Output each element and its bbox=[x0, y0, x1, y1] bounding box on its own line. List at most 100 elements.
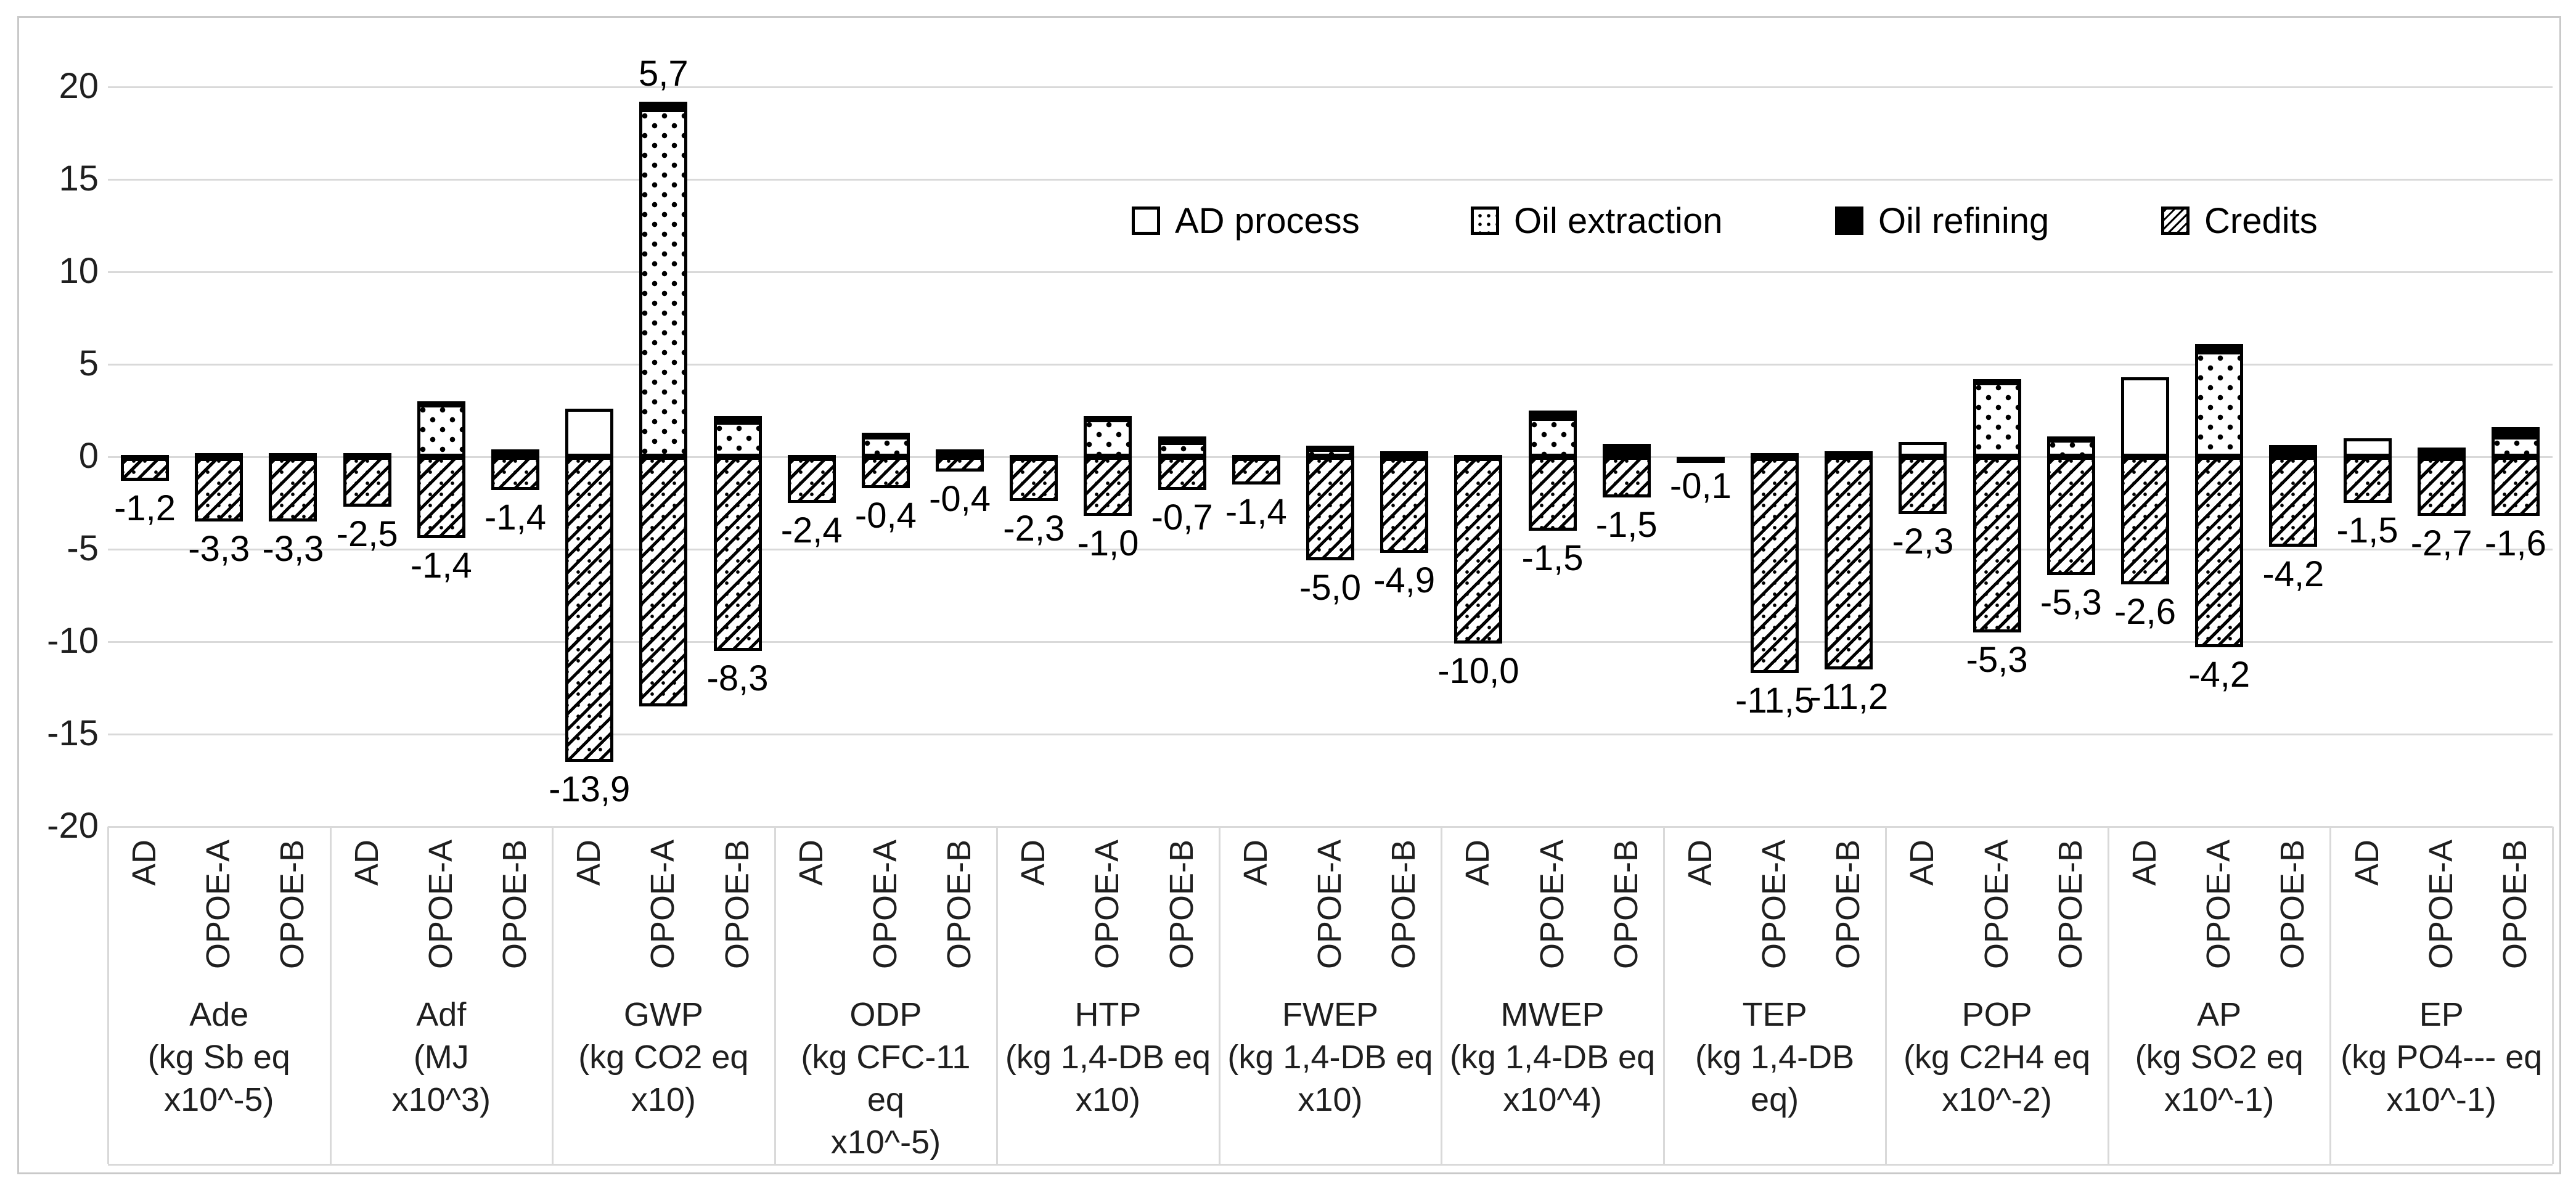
y-tick--20: -20 bbox=[47, 806, 99, 846]
bar-ep-opoe-a-segment-credits bbox=[2417, 457, 2466, 516]
category-divider bbox=[1218, 827, 1221, 1164]
x-label-fwep-ad: AD bbox=[1237, 840, 1274, 886]
category-line: (kg Sb eq bbox=[147, 1039, 290, 1076]
data-label-odp-opoe-b: -0,4 bbox=[929, 479, 991, 519]
x-label-ep-opoe-b: OPOE-B bbox=[2496, 840, 2533, 970]
category-adf: Adf (MJ x10^3) bbox=[334, 994, 549, 1121]
data-label-htp-opoe-a: -1,0 bbox=[1077, 523, 1139, 563]
bar-mwep-opoe-b-segment-credits bbox=[1602, 457, 1651, 497]
bar-ade-opoe-a-segment-credits bbox=[195, 457, 243, 521]
category-ap: AP (kg SO2 eq x10^-1) bbox=[2112, 994, 2327, 1121]
bar-htp-opoe-b-segment-oil-refining bbox=[1158, 436, 1206, 443]
data-label-tep-ad: -0,1 bbox=[1669, 466, 1732, 506]
category-divider bbox=[774, 827, 776, 1164]
category-divider bbox=[2552, 827, 2554, 1164]
category-line: x10^-1) bbox=[2164, 1081, 2275, 1118]
category-line: x10^3) bbox=[391, 1081, 491, 1118]
gridline--20 bbox=[108, 826, 2553, 828]
bar-fwep-opoe-b-segment-credits bbox=[1380, 457, 1429, 553]
x-label-fwep-opoe-a: OPOE-A bbox=[1311, 840, 1348, 970]
chart-frame bbox=[17, 16, 2561, 1174]
bar-ep-opoe-b-segment-credits bbox=[2491, 457, 2540, 516]
x-label-mwep-opoe-a: OPOE-A bbox=[1533, 840, 1571, 970]
legend-swatch-black-icon bbox=[1835, 206, 1863, 235]
data-label-ep-ad: -1,5 bbox=[2336, 510, 2398, 550]
category-line: x10^-5) bbox=[830, 1124, 941, 1161]
data-label-ade-ad: -1,2 bbox=[114, 488, 176, 528]
x-label-adf-opoe-b: OPOE-B bbox=[496, 840, 533, 970]
x-label-ep-ad: AD bbox=[2348, 840, 2386, 886]
gridline--10 bbox=[108, 641, 2553, 643]
x-label-ap-ad: AD bbox=[2126, 840, 2163, 886]
x-label-odp-opoe-a: OPOE-A bbox=[866, 840, 904, 970]
bar-tep-opoe-a-segment-oil-refining bbox=[1751, 453, 1799, 459]
bar-pop-ad-segment-credits bbox=[1899, 457, 1947, 514]
gridline--15 bbox=[108, 734, 2553, 735]
data-label-tep-opoe-b: -11,2 bbox=[1809, 677, 1889, 717]
bar-odp-opoe-b-segment-oil-refining bbox=[936, 449, 984, 456]
bar-odp-opoe-a-segment-credits bbox=[861, 457, 910, 488]
data-label-gwp-ad: -13,9 bbox=[549, 769, 631, 809]
x-label-pop-opoe-b: OPOE-B bbox=[2051, 840, 2089, 970]
legend-item-oil-refining: Oil refining bbox=[1835, 201, 2049, 241]
category-line: (kg 1,4-DB eq bbox=[1449, 1039, 1656, 1076]
bar-adf-ad-segment-credits bbox=[343, 457, 391, 507]
bar-ap-opoe-b-segment-oil-extraction bbox=[2269, 453, 2318, 459]
bar-ep-opoe-b-segment-oil-refining bbox=[2491, 427, 2540, 436]
x-label-ap-opoe-b: OPOE-B bbox=[2274, 840, 2312, 970]
bar-ap-opoe-b-segment-oil-refining bbox=[2269, 444, 2318, 453]
y-tick-5: 5 bbox=[78, 343, 99, 383]
x-label-ade-opoe-b: OPOE-B bbox=[274, 840, 311, 970]
bar-gwp-ad-segment-credits bbox=[565, 457, 614, 762]
x-label-pop-opoe-a: OPOE-A bbox=[1977, 840, 2015, 970]
data-label-fwep-opoe-b: -4,9 bbox=[1373, 560, 1436, 600]
bar-ep-opoe-a-segment-oil-extraction bbox=[2417, 455, 2466, 461]
category-line: x10^-5) bbox=[164, 1081, 274, 1118]
category-line: x10^-2) bbox=[1942, 1081, 2052, 1118]
bar-ap-opoe-a-segment-oil-refining bbox=[2195, 344, 2244, 351]
y-tick-15: 15 bbox=[59, 158, 99, 198]
bar-fwep-opoe-a-segment-credits bbox=[1306, 457, 1354, 560]
category-line: (kg SO2 eq bbox=[2135, 1039, 2304, 1076]
bar-pop-ad-segment-ad-process bbox=[1899, 442, 1947, 457]
data-label-htp-opoe-b: -0,7 bbox=[1151, 497, 1213, 538]
category-odp: ODP (kg CFC-11 eq x10^-5) bbox=[779, 994, 994, 1164]
data-label-gwp-opoe-a: 5,7 bbox=[639, 54, 689, 94]
bar-mwep-opoe-a-segment-oil-extraction bbox=[1528, 418, 1577, 457]
category-line: (kg 1,4-DB eq bbox=[1227, 1039, 1433, 1076]
legend-label: Credits bbox=[2204, 200, 2318, 241]
x-label-mwep-opoe-b: OPOE-B bbox=[1607, 840, 1645, 970]
category-line: TEP bbox=[1742, 996, 1807, 1033]
data-label-pop-opoe-b: -5,3 bbox=[2040, 583, 2102, 623]
category-divider bbox=[1885, 827, 1887, 1164]
category-divider bbox=[2329, 827, 2332, 1164]
category-line: x10) bbox=[1298, 1081, 1363, 1118]
category-line: x10^4) bbox=[1503, 1081, 1602, 1118]
data-label-ap-opoe-b: -4,2 bbox=[2262, 554, 2325, 594]
bar-ade-opoe-b-segment-oil-refining bbox=[269, 453, 317, 459]
bar-ep-ad-segment-ad-process bbox=[2343, 438, 2392, 457]
data-label-fwep-opoe-a: -5,0 bbox=[1299, 568, 1361, 608]
data-label-adf-opoe-b: -1,4 bbox=[485, 497, 546, 538]
category-gwp: GWP (kg CO2 eq x10) bbox=[556, 994, 771, 1121]
bar-odp-ad-segment-credits bbox=[787, 457, 836, 503]
category-line: Adf bbox=[416, 996, 467, 1033]
category-line: MWEP bbox=[1500, 996, 1605, 1033]
x-label-ade-ad: AD bbox=[126, 840, 163, 886]
category-ade: Ade (kg Sb eq x10^-5) bbox=[112, 994, 327, 1121]
bar-gwp-ad-segment-ad-process bbox=[565, 409, 614, 457]
category-line: AP bbox=[2197, 996, 2242, 1033]
bar-adf-ad-segment-ad-process bbox=[343, 453, 391, 459]
bar-fwep-opoe-a-segment-oil-refining bbox=[1306, 446, 1354, 452]
category-line: (kg CFC-11 eq bbox=[801, 1039, 971, 1118]
category-line: POP bbox=[1961, 996, 2032, 1033]
category-line: FWEP bbox=[1282, 996, 1378, 1033]
bar-adf-opoe-a-segment-oil-extraction bbox=[417, 403, 465, 457]
y-tick--15: -15 bbox=[47, 713, 99, 753]
y-tick-0: 0 bbox=[78, 436, 99, 476]
data-label-odp-opoe-a: -0,4 bbox=[854, 496, 917, 536]
category-line: (MJ bbox=[413, 1039, 469, 1076]
x-label-gwp-opoe-b: OPOE-B bbox=[718, 840, 756, 970]
gridline-20 bbox=[108, 86, 2553, 88]
x-label-adf-ad: AD bbox=[348, 840, 385, 886]
